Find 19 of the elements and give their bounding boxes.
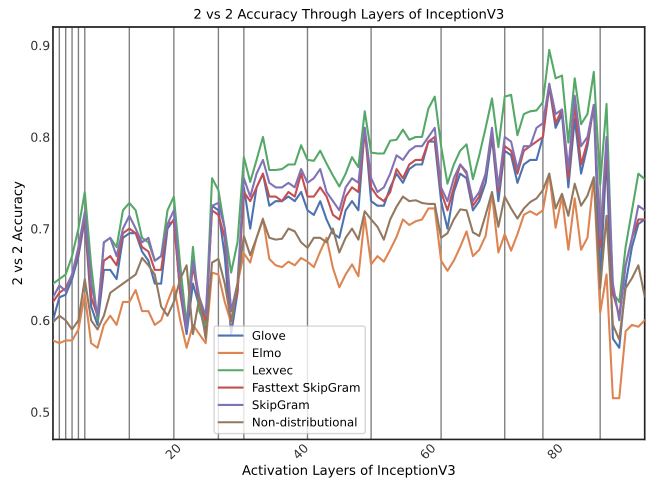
y-tick-label: 0.8 [31,132,50,142]
chart-title: 2 vs 2 Accuracy Through Layers of InceptionV3 [194,8,504,22]
x-tick-label: 80 [546,442,564,460]
x-tick-label: 60 [419,442,436,460]
legend-label: SkipGram [252,400,309,412]
x-tick-label: 40 [292,442,309,460]
legend-label: Lexvec [253,366,292,375]
line-series [52,172,645,341]
x-tick-label: 20 [164,442,182,460]
legend-label: Glove [252,330,286,340]
y-tick-label: 0.5 [31,407,50,417]
y-tick-label: 0.7 [31,224,50,234]
y-tick-label: 0.6 [31,316,50,326]
x-axis-title: Activation Layers of InceptionV3 [242,464,455,478]
legend-label: Fasttext SkipGram [253,382,360,394]
y-tick-label: 0.9 [31,40,50,50]
y-axis-title: 2 vs 2 Accuracy [12,181,25,284]
legend-label: Non-distributional [253,417,356,427]
legend-label: Elmo [253,348,281,358]
